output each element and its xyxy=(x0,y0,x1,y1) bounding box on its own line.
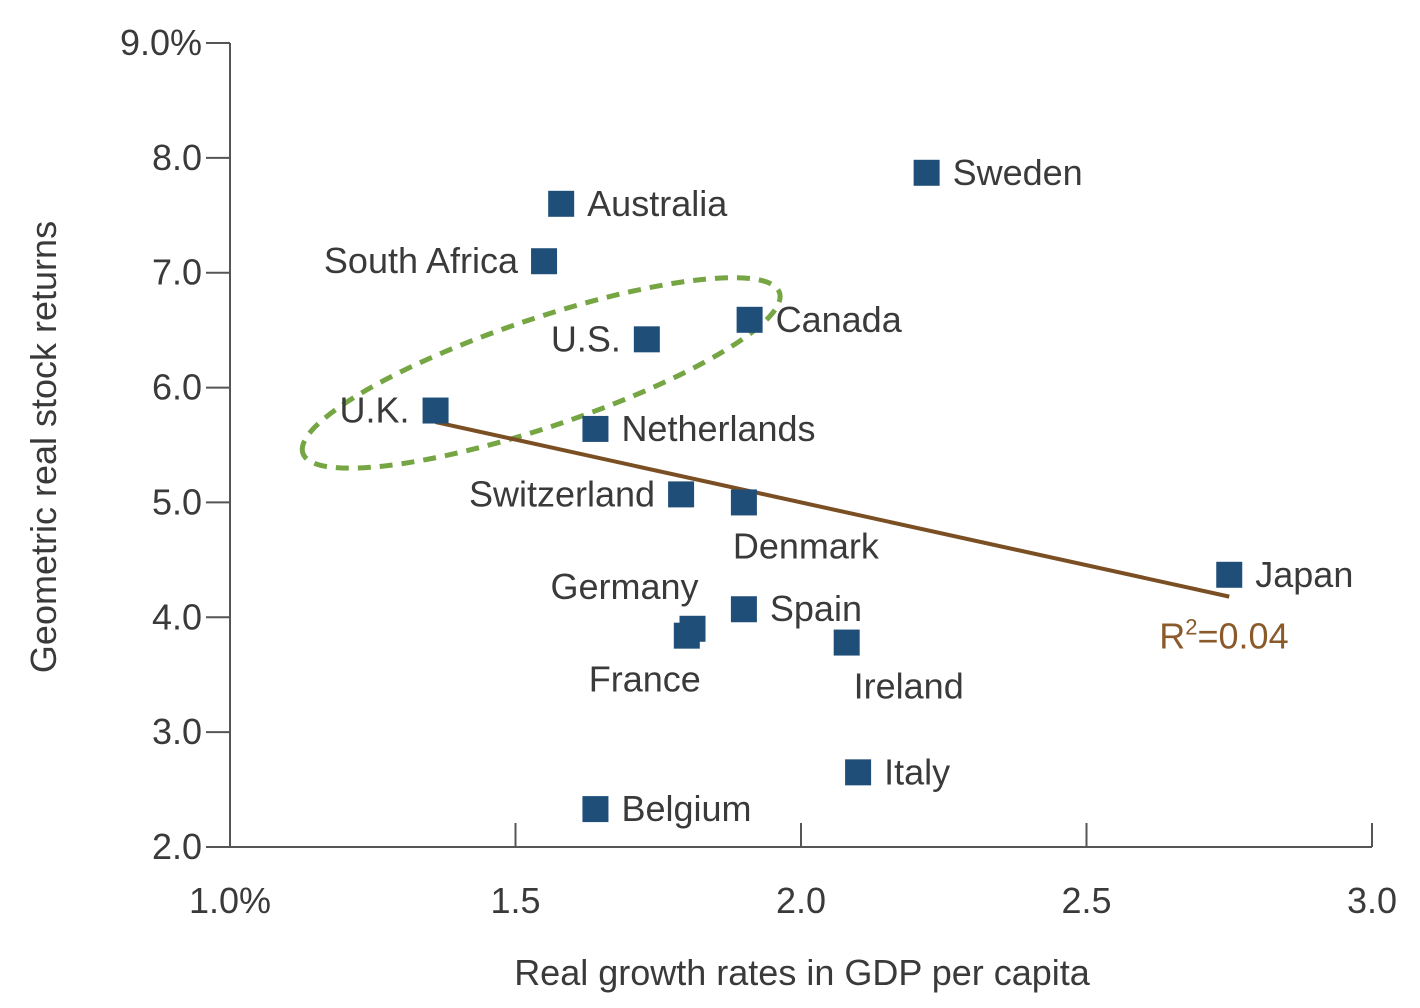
point-labels: Sweden Australia South Africa Canada U.S. U.K… xyxy=(324,152,1353,829)
point-italy xyxy=(845,759,872,786)
point-denmark xyxy=(730,489,757,516)
label-france: France xyxy=(589,659,701,700)
label-u-k: U.K. xyxy=(340,390,410,431)
point-u-k xyxy=(422,397,449,424)
point-ireland xyxy=(833,629,860,656)
y-tick-label: 4.0 xyxy=(152,596,202,637)
label-sweden: Sweden xyxy=(953,152,1083,193)
highlight-ellipse xyxy=(299,275,783,471)
x-tick-label: 1.5 xyxy=(490,880,540,921)
label-australia: Australia xyxy=(587,183,728,224)
r-squared-label: R2=0.04 xyxy=(1159,615,1288,657)
point-spain xyxy=(730,596,757,623)
y-tick-label: 2.0 xyxy=(152,826,202,867)
label-ireland: Ireland xyxy=(854,666,964,707)
label-south-africa: South Africa xyxy=(324,240,519,281)
y-tick-label: 5.0 xyxy=(152,481,202,522)
point-belgium xyxy=(582,796,609,823)
y-tick-label: 3.0 xyxy=(152,711,202,752)
point-japan xyxy=(1216,561,1243,588)
y-tick-label: 6.0 xyxy=(152,367,202,408)
axes: 2.0 3.0 4.0 5.0 6.0 7.0 8.0 9.0% 1.0% 1.5 2.0 2.5 3.… xyxy=(120,22,1397,921)
highlight-group xyxy=(299,275,783,471)
x-axis-title: Real growth rates in GDP per capita xyxy=(514,952,1091,993)
point-france xyxy=(673,622,700,649)
label-japan: Japan xyxy=(1255,554,1353,595)
label-germany: Germany xyxy=(550,566,698,607)
label-canada: Canada xyxy=(776,299,903,340)
point-canada xyxy=(736,306,763,333)
x-tick-label: 2.0 xyxy=(776,880,826,921)
label-u-s: U.S. xyxy=(551,318,621,359)
trendline xyxy=(435,420,1230,599)
point-u-s xyxy=(633,326,660,353)
point-south-africa xyxy=(531,248,558,275)
label-belgium: Belgium xyxy=(621,788,751,829)
y-tick-label: 8.0 xyxy=(152,137,202,178)
trendline-group: R2=0.04 xyxy=(435,420,1289,657)
x-tick-label: 3.0 xyxy=(1347,880,1397,921)
label-denmark: Denmark xyxy=(733,525,880,566)
x-tick-label: 2.5 xyxy=(1061,880,1111,921)
y-tick-label: 7.0 xyxy=(152,252,202,293)
label-switzerland: Switzerland xyxy=(469,473,655,514)
x-tick-label: 1.0% xyxy=(189,880,271,921)
label-netherlands: Netherlands xyxy=(621,408,815,449)
y-tick-label: 9.0% xyxy=(120,22,202,63)
label-italy: Italy xyxy=(884,751,950,792)
point-australia xyxy=(548,190,575,217)
data-points xyxy=(422,159,1243,823)
label-spain: Spain xyxy=(770,588,862,629)
y-axis-title: Geometric real stock returns xyxy=(23,221,64,673)
point-switzerland xyxy=(668,481,695,508)
point-sweden xyxy=(913,159,940,186)
point-netherlands xyxy=(582,415,609,442)
